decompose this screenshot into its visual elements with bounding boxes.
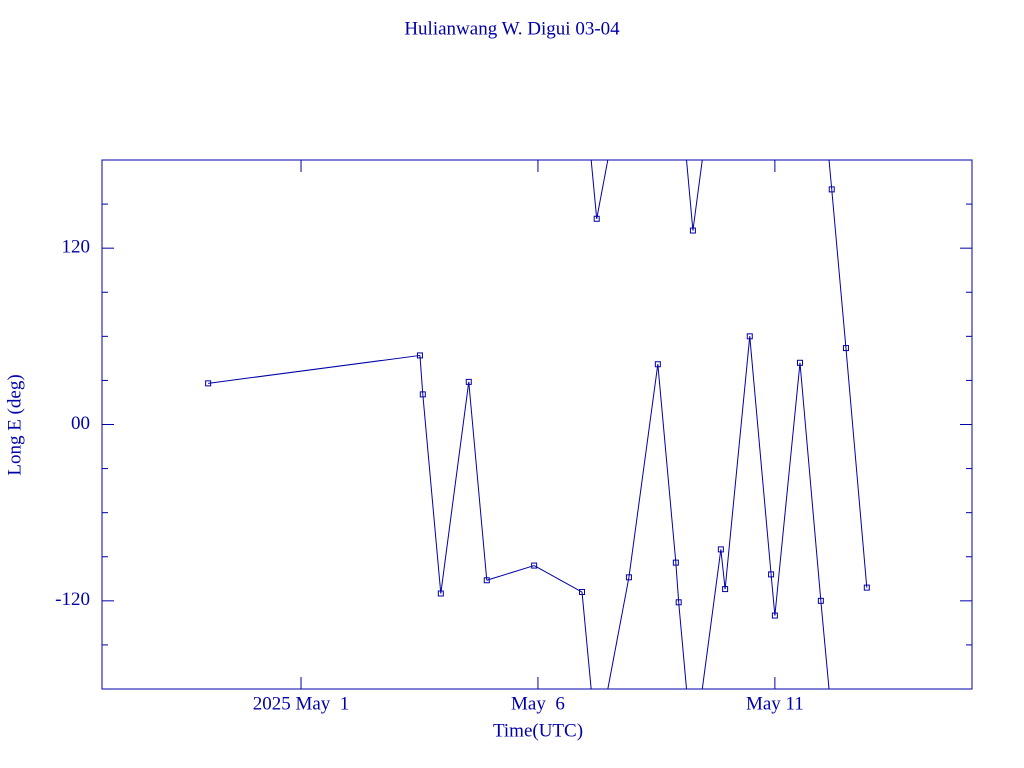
point-marker: [465, 378, 472, 385]
point-marker: [717, 546, 724, 553]
point-marker: [817, 597, 824, 604]
x-tick-label: May 11: [746, 693, 804, 714]
point-marker: [579, 589, 586, 596]
connector: [828, 160, 833, 190]
connector: [581, 591, 592, 689]
connector: [422, 394, 442, 594]
chart-title: Hulianwang W. Digui 03-04: [404, 18, 620, 39]
point-marker: [654, 361, 661, 368]
x-tick-label: 2025 May 1: [253, 693, 350, 714]
y-tick-label: 120: [62, 237, 91, 258]
connector: [701, 549, 722, 689]
connector: [468, 381, 488, 581]
point-marker: [796, 359, 803, 366]
connector: [533, 565, 583, 593]
connector: [607, 577, 630, 689]
y-axis-label: Long E (deg): [4, 374, 25, 475]
connector: [440, 381, 470, 594]
point-marker: [437, 590, 444, 597]
connector: [675, 562, 680, 603]
connector: [596, 160, 609, 219]
connector: [678, 602, 688, 689]
connector: [692, 160, 703, 231]
point-marker: [842, 345, 849, 352]
point-marker: [625, 574, 632, 581]
connector: [590, 160, 598, 219]
point-marker: [416, 352, 423, 359]
connector: [724, 336, 751, 590]
connector: [657, 364, 677, 563]
point-marker: [205, 380, 212, 387]
plot-frame: [101, 159, 973, 690]
connector: [799, 362, 822, 601]
connector: [820, 600, 830, 689]
line-layer: [208, 160, 868, 689]
point-marker: [483, 577, 490, 584]
connector: [419, 355, 424, 395]
connector: [208, 354, 421, 384]
x-tick-label: May 6: [511, 693, 565, 714]
connector: [845, 348, 868, 588]
connector: [686, 160, 694, 231]
point-marker: [746, 333, 753, 340]
point-marker: [689, 227, 696, 234]
connector: [774, 362, 801, 616]
connector: [749, 336, 772, 575]
point-marker: [828, 186, 835, 193]
x-axis-label: Time(UTC): [493, 720, 583, 741]
point-marker: [722, 586, 729, 593]
point-marker: [771, 612, 778, 619]
connector: [486, 565, 535, 581]
y-tick-label: 00: [71, 413, 90, 434]
point-marker: [672, 559, 679, 566]
connector: [770, 574, 776, 616]
point-marker: [863, 584, 870, 591]
connector: [720, 549, 726, 590]
y-tick-label: -120: [55, 589, 90, 610]
connector: [628, 364, 659, 578]
connector: [831, 189, 847, 349]
point-marker: [675, 599, 682, 606]
point-marker: [768, 571, 775, 578]
point-marker: [593, 215, 600, 222]
point-marker: [419, 391, 426, 398]
point-marker: [531, 562, 538, 569]
